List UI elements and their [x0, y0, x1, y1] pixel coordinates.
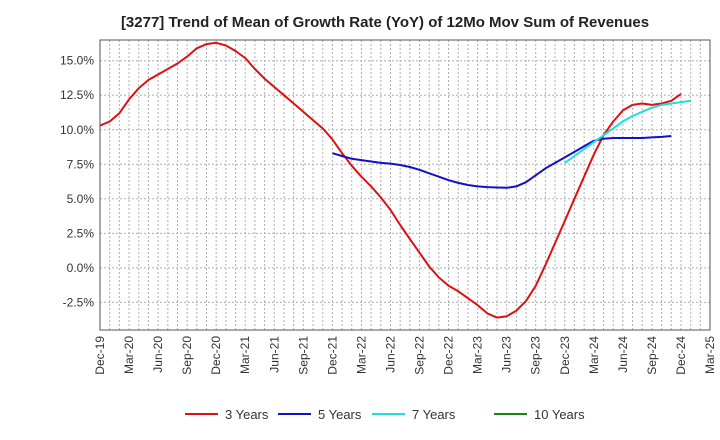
- legend-label: 3 Years: [225, 407, 269, 422]
- x-tick-label: Mar-21: [238, 336, 252, 374]
- x-tick-label: Mar-20: [122, 336, 136, 374]
- series-line-5-years: [332, 135, 672, 189]
- x-tick-label: Sep-21: [296, 336, 310, 375]
- plot-frame: [99, 39, 711, 331]
- legend-label: 7 Years: [412, 407, 456, 422]
- x-tick-label: Sep-23: [529, 336, 543, 375]
- x-tick-label: Dec-23: [558, 336, 572, 375]
- plot-series: [99, 41, 691, 319]
- y-tick-label: 10.0%: [60, 123, 94, 137]
- series-line-3-years: [99, 41, 682, 319]
- x-tick-label: Jun-23: [500, 336, 514, 373]
- y-tick-label: 12.5%: [60, 88, 94, 102]
- series-line-7-years: [564, 99, 691, 164]
- chart-title: [3277] Trend of Mean of Growth Rate (YoY…: [121, 14, 649, 31]
- x-tick-label: Mar-23: [471, 336, 485, 374]
- legend: 3 Years 5 Years 7 Years 10 Years: [185, 407, 585, 422]
- x-tick-label: Jun-24: [616, 336, 630, 373]
- x-tick-label: Sep-20: [180, 336, 194, 375]
- y-tick-label: 15.0%: [60, 54, 94, 68]
- x-tick-label: Jun-21: [267, 336, 281, 373]
- x-tick-label: Sep-22: [413, 336, 427, 375]
- x-tick-label: Sep-24: [645, 336, 659, 375]
- x-tick-label: Mar-24: [587, 336, 601, 374]
- legend-label: 5 Years: [318, 407, 362, 422]
- y-tick-label: 0.0%: [67, 261, 95, 275]
- x-tick-label: Dec-22: [442, 336, 456, 375]
- legend-label: 10 Years: [534, 407, 585, 422]
- x-tick-label: Jun-20: [151, 336, 165, 373]
- grid: [99, 40, 711, 330]
- x-tick-label: Dec-19: [93, 336, 107, 375]
- x-axis: Dec-19 Mar-20 Jun-20 Sep-20 Dec-20 Mar-21 Jun-…: [93, 336, 717, 375]
- y-axis: -2.5% 0.0% 2.5% 5.0% 7.5% 10.0% 12.5% 15.0%: [60, 54, 94, 310]
- x-tick-label: Mar-25: [703, 336, 717, 374]
- x-tick-label: Dec-21: [325, 336, 339, 375]
- y-tick-label: -2.5%: [63, 295, 95, 309]
- x-tick-label: Jun-22: [383, 336, 397, 373]
- y-tick-label: 2.5%: [67, 226, 95, 240]
- y-tick-label: 5.0%: [67, 192, 95, 206]
- y-tick-label: 7.5%: [67, 157, 95, 171]
- x-tick-label: Dec-20: [209, 336, 223, 375]
- x-tick-label: Dec-24: [674, 336, 688, 375]
- x-tick-label: Mar-22: [354, 336, 368, 374]
